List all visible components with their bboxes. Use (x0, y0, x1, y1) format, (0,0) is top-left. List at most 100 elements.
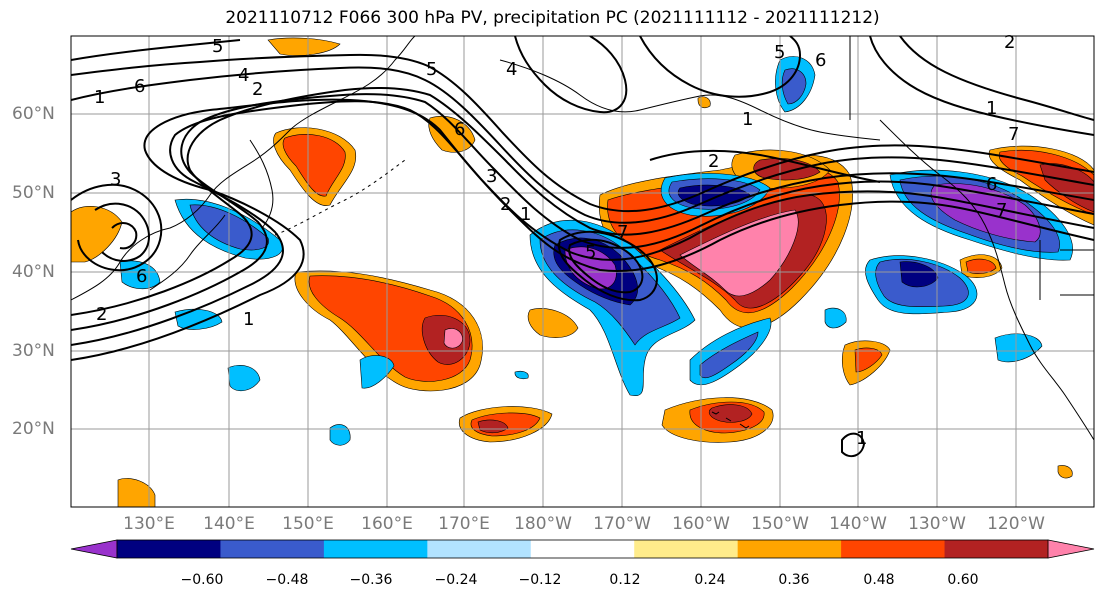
precip-region-small-1 (697, 96, 711, 109)
colorbar-tick-label: −0.12 (518, 572, 562, 588)
pv-contour-18 (71, 39, 241, 61)
pv-contour-5 (71, 66, 1094, 224)
contour-label: 1 (94, 87, 105, 108)
precip-region-neg-west-4 (174, 309, 223, 330)
precip-region-neg-e-core (899, 261, 939, 288)
lon-label-140w: 140°W (829, 514, 887, 534)
colorbar-segment (117, 540, 221, 558)
pv-contours (71, 36, 1094, 458)
lat-label-20n: 20°N (12, 419, 55, 439)
precip-region-neg-sw-2 (699, 331, 759, 379)
lon-label-140e: 140°E (203, 514, 255, 534)
lon-label-130w: 130°W (908, 514, 966, 534)
colorbar-tick-label: 0.36 (778, 572, 810, 588)
colorbar-segment (220, 540, 325, 558)
contour-label-layer: 5 4 2 1 6 3 6 2 1 6 5 3 2 1 7 5 2 1 6 5 … (94, 32, 1019, 449)
coast-kamchatka (249, 139, 274, 229)
lon-label-160e: 160°E (361, 514, 413, 534)
colorbar-segment (530, 540, 635, 558)
colorbar-tick-label: 0.48 (863, 572, 895, 588)
precip-region-far-ne (267, 37, 341, 56)
contour-label: 1 (986, 98, 997, 119)
pv-contour-3 (71, 93, 1094, 331)
coast-alaska (499, 59, 881, 141)
contour-label: 3 (110, 169, 121, 190)
colorbar-tick-label: 0.60 (947, 572, 979, 588)
contour-label: 6 (986, 174, 997, 195)
contour-label: 6 (454, 119, 465, 140)
colorbar-tick-label: −0.48 (265, 572, 309, 588)
pv-contour-9 (514, 36, 628, 114)
pv-contour-12 (899, 36, 1094, 121)
coastlines (71, 36, 1094, 441)
precip-region-sw-corner (117, 478, 156, 507)
contour-label: 1 (520, 204, 531, 225)
coast-aleutian-chain (274, 159, 406, 236)
colorbar-segment (634, 540, 739, 558)
precip-region-neg-s5 (514, 370, 529, 380)
lon-label-150w: 150°W (751, 514, 809, 534)
contour-label: 6 (134, 76, 145, 97)
pv-contour-6 (71, 53, 1094, 213)
contour-label: 6 (815, 50, 826, 71)
lon-label-130e: 130°E (123, 514, 175, 534)
colorbar-segment (737, 540, 842, 558)
precip-region-hawaii-max (708, 404, 753, 423)
colorbar (70, 539, 1095, 559)
precip-region-west (71, 205, 123, 263)
precip-region-se-corner (1057, 465, 1073, 479)
colorbar-segment (944, 540, 1049, 558)
contour-label: 3 (486, 166, 497, 187)
contour-label: 7 (996, 200, 1007, 221)
colorbar-segment (323, 540, 428, 558)
pv-contour-7 (558, 230, 658, 302)
map-frame (70, 35, 1095, 508)
coast-na-west (879, 119, 1094, 441)
pv-contour-14 (94, 202, 150, 262)
contour-label: 1 (856, 428, 867, 449)
contour-label: 7 (617, 222, 628, 243)
precip-region-south-max (477, 419, 509, 434)
colorbar-frame (116, 539, 1049, 559)
contour-label: 5 (774, 42, 785, 63)
contour-label: 7 (1008, 124, 1019, 145)
colorbar-tick-label: −0.36 (349, 572, 393, 588)
lon-label-120w: 120°W (987, 514, 1045, 534)
pv-contour-17 (841, 432, 866, 458)
coast-na-inland (849, 36, 1094, 300)
chart-title: 2021110712 F066 300 hPa PV, precipitatio… (225, 8, 880, 28)
pv-contour-16 (649, 149, 881, 183)
contour-label: 5 (426, 59, 437, 80)
contour-label: 1 (742, 109, 753, 130)
coast-asia (71, 36, 416, 301)
lon-label-170w: 170°W (593, 514, 651, 534)
lon-label-150e: 150°E (282, 514, 334, 534)
precip-region-neg-s4 (824, 307, 847, 329)
precip-region-neg-far-e (994, 333, 1043, 363)
colorbar-right-arrow (1047, 539, 1095, 559)
precip-region-neg-s2 (227, 365, 261, 392)
coast-japan (149, 214, 226, 291)
colorbar-tick-label: 0.12 (609, 572, 641, 588)
precip-region-neg-s3 (329, 424, 351, 446)
precip-region-neg-s1 (359, 355, 395, 389)
contour-label: 6 (136, 266, 147, 287)
pv-contour-8 (568, 238, 644, 294)
pv-contour-11 (869, 36, 1094, 136)
lon-label-180w: 180°W (514, 514, 572, 534)
colorbar-tick-label: −0.60 (180, 572, 224, 588)
lat-label-60n: 60°N (12, 104, 55, 124)
contour-label: 2 (252, 79, 263, 100)
precip-region-north-central-peak (679, 209, 799, 297)
precip-region-gulf-max (1039, 163, 1094, 213)
contour-label: 2 (708, 151, 719, 172)
precip-region-japan-sea-core (282, 133, 346, 197)
contour-label: 1 (243, 309, 254, 330)
pv-contour-2 (71, 100, 1094, 346)
colorbar-tick-label: 0.24 (694, 572, 726, 588)
precip-region-neg-west-3 (119, 260, 161, 290)
coast-hawaii (711, 411, 750, 429)
contour-label: 4 (506, 59, 517, 80)
colorbar-segment (427, 540, 532, 558)
